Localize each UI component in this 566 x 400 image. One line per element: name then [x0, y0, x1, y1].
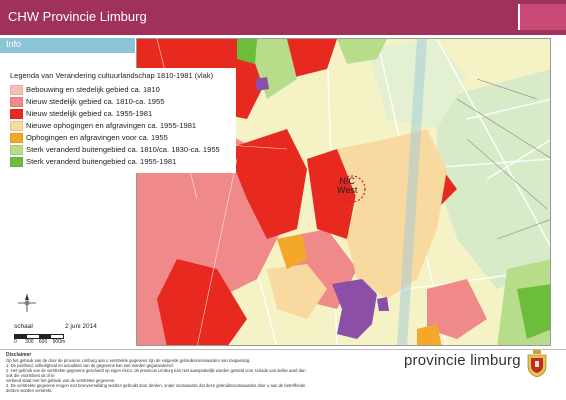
north-arrow-icon — [16, 292, 38, 316]
scale-bar — [14, 334, 64, 339]
legend-title: Legenda van Verandering cultuurlandschap… — [10, 71, 214, 80]
info-tab-label: Info — [6, 39, 22, 49]
scale-tick: 300 — [25, 339, 34, 345]
brand-name: provincie limburg — [404, 352, 521, 369]
scale-bar-segment — [15, 335, 27, 338]
legend-item-label: Nieuw stedelijk gebied ca. 1955-1981 — [26, 109, 153, 118]
map-place-label: NIC West — [337, 177, 357, 195]
legend-item: Nieuw stedelijk gebied ca. 1810-ca. 1955 — [10, 97, 164, 107]
crest-icon — [526, 350, 548, 378]
legend-item: Ophogingen en afgravingen voor ca. 1955 — [10, 133, 168, 143]
map-date: 2 juni 2014 — [65, 323, 97, 330]
legend-item-label: Sterk veranderd buitengebied ca. 1810/ca… — [26, 145, 220, 154]
map-place-label-line2: West — [337, 185, 358, 195]
scale-tick: 0 — [14, 339, 17, 345]
legend-swatch — [10, 145, 23, 155]
legend-swatch — [10, 109, 23, 119]
legend-item-label: Ophogingen en afgravingen voor ca. 1955 — [26, 133, 168, 142]
disclaimer-line: verband staat met het gebruik van de ver… — [6, 378, 116, 383]
scale-label: schaal — [14, 323, 33, 330]
disclaimer-line: 1. De juistheid, volledigheid en actuali… — [6, 363, 174, 368]
disclaimer-line: Op het gebruik van de door de provincie … — [6, 358, 251, 363]
scale-tick: 900m — [52, 339, 66, 345]
legend-item-label: Nieuw stedelijk gebied ca. 1810-ca. 1955 — [26, 97, 165, 106]
disclaimer-line: 3. De verstrekte gegevens mogen met bron… — [6, 383, 306, 393]
header-accent — [518, 4, 566, 30]
legend-swatch — [10, 133, 23, 143]
legend-item-label: Bebouwing en stedelijk gebied ca. 1810 — [26, 85, 160, 94]
scale-ticks: 0 300 600 900m — [14, 339, 65, 345]
legend-swatch — [10, 121, 23, 131]
legend-item: Sterk veranderd buitengebied ca. 1955-19… — [10, 157, 176, 167]
info-tab[interactable]: Info — [0, 38, 135, 53]
disclaimer-title: Disclaimer — [6, 352, 32, 358]
legend-item: Bebouwing en stedelijk gebied ca. 1810 — [10, 85, 160, 95]
legend-swatch — [10, 97, 23, 107]
legend-item-label: Nieuwe ophogingen en afgravingen ca. 195… — [26, 121, 197, 130]
footer-divider — [0, 349, 566, 350]
legend-swatch — [10, 85, 23, 95]
legend-item: Sterk veranderd buitengebied ca. 1810/ca… — [10, 145, 220, 155]
legend-item-label: Sterk veranderd buitengebied ca. 1955-19… — [26, 157, 177, 166]
legend-item: Nieuw stedelijk gebied ca. 1955-1981 — [10, 109, 152, 119]
map-legend: Legenda van Verandering cultuurlandschap… — [4, 68, 236, 173]
scale-tick: 600 — [38, 339, 48, 345]
legend-item: Nieuwe ophogingen en afgravingen ca. 195… — [10, 121, 196, 131]
disclaimer: Disclaimer Op het gebruik van de door de… — [6, 352, 306, 394]
scale-bar-segment — [39, 335, 51, 338]
app-header: CHW Provincie Limburg — [0, 0, 566, 35]
app-title: CHW Provincie Limburg — [8, 9, 147, 24]
legend-swatch — [10, 157, 23, 167]
map-place-label-line1: NIC — [339, 176, 355, 186]
disclaimer-line: 2. Het gebruik van de verstrekte gegeven… — [6, 368, 306, 378]
